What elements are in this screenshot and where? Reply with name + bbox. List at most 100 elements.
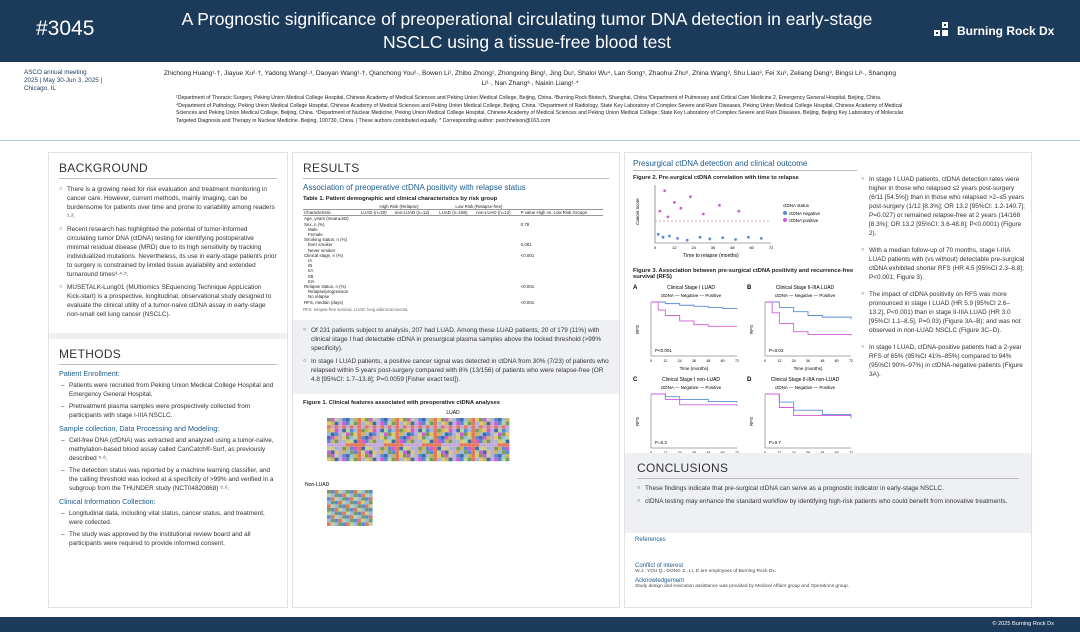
heatmap-cell [429,429,434,433]
heatmap-cell [395,447,400,451]
heatmap-cell [501,443,506,448]
heatmap-cell [410,443,415,448]
heatmap-cell [380,436,384,440]
heatmap-cell [349,450,354,455]
heatmap-cell [357,504,362,509]
fig2-point [658,209,662,213]
right-column: Presurgical ctDNA detection and clinical… [624,152,1032,608]
poster-id: #3045 [36,17,95,40]
heatmap-cell [486,450,491,455]
km-tick: 36 [692,359,696,363]
heatmap-cell [433,454,438,458]
heatmap-cell [353,439,358,444]
heatmap-cell [501,450,506,455]
heatmap-cell [387,450,392,455]
heatmap-cell [482,429,487,433]
heatmap-cell [403,450,407,455]
heatmap-cell [327,497,331,502]
heatmap-cell [342,443,346,448]
heatmap-cell [346,421,350,426]
heatmap-cell [365,504,369,509]
heatmap-cell [452,443,457,448]
poster-header: #3045 A Prognostic significance of preop… [0,0,1080,62]
heatmap-cell [452,439,457,444]
heatmap-cell [422,432,426,437]
heatmap-cell [338,504,343,509]
heatmap-cell [349,508,354,512]
heatmap-cell [501,439,506,444]
heatmap-cell [467,421,472,426]
heatmap-cell [365,443,369,448]
heatmap-cell [418,432,422,437]
km-curve [765,301,852,336]
heatmap-cell [437,432,441,437]
bullet: Cell-free DNA (cfDNA) was extracted and … [59,436,277,463]
km-tick: 0 [650,359,652,363]
heatmap-cell [437,443,441,448]
heatmap-cell [334,490,339,494]
heatmap-cell [327,450,331,455]
heatmap-cell [448,429,453,433]
heatmap-cell [490,432,495,437]
heatmap-cell [403,429,407,433]
heatmap-cell [380,429,384,433]
heatmap-cell [418,454,422,458]
heatmap-cell [463,447,468,451]
heatmap-cell [482,432,487,437]
heatmap-cell [437,447,441,451]
heatmap-cell [437,450,441,455]
heatmap-cell [342,454,346,458]
heatmap-cell [437,439,441,444]
heatmap-cell [418,457,422,462]
heatmap-cell [501,425,506,430]
heatmap-cell [384,454,388,458]
heatmap-cell [444,432,449,437]
heatmap-cell [368,425,373,430]
heatmap-cell [406,429,411,433]
heatmap-cell [357,493,362,498]
heatmap-cell [433,439,438,444]
km-legend: ctDNA — Negative — Positive [661,385,722,390]
heatmap-cell [441,454,445,458]
heatmap-cell [498,421,502,426]
heatmap-cell [327,515,331,520]
heatmap-cell [353,450,358,455]
heatmap-cell [471,439,476,444]
fig2-point [668,234,671,238]
heatmap-cell [505,450,510,455]
results-subheading: Association of preoperative ctDNA positi… [303,183,526,192]
heatmap-cell [361,450,365,455]
heatmap-cell [346,436,350,440]
heatmap-cell [425,418,430,422]
heatmap-cell [380,450,384,455]
heatmap-cell [482,447,487,451]
background-text: There is a growing need for risk evaluat… [59,185,277,319]
km-legend: ctDNA — Negative — Positive [775,385,836,390]
heatmap-cell [391,432,396,437]
table-row: Female [303,232,603,237]
heatmap-cell [501,457,506,462]
poster-title: A Prognostic significance of preoperatio… [181,9,873,52]
heatmap-cell [444,450,449,455]
heatmap-cell [338,490,343,494]
figure1-heatmap: LUAD Non-LUAD [305,410,510,527]
table-row: Male [303,227,603,232]
heatmap-cell [357,515,362,520]
heatmap-cell [342,515,346,520]
heatmap-cell [494,450,498,455]
heatmap-cell [330,497,335,502]
fig2-point [708,237,712,241]
heatmap-cell [376,436,381,440]
heatmap-cell [387,447,392,451]
heatmap-cell [330,504,335,509]
figure2-title: Figure 2. Pre-surgical ctDNA correlation… [633,175,799,181]
heatmap-cell [353,493,358,498]
heatmap-cell [372,443,377,448]
fig2-point [663,189,667,193]
heatmap-cell [357,522,362,527]
heatmap-cell [433,436,438,440]
heatmap-cell [391,443,396,448]
heatmap-cell [361,454,365,458]
heatmap-cell [437,425,441,430]
heatmap-cell [463,450,468,455]
